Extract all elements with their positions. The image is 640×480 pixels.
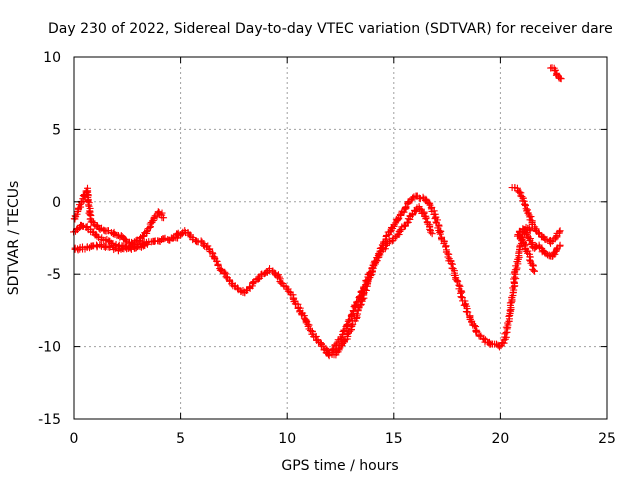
data-point [436,230,444,238]
data-point [217,265,225,273]
y-tick-label: -15 [38,412,61,428]
data-point [198,238,206,246]
data-point [243,286,251,294]
data-point [339,328,347,336]
data-point [557,75,565,83]
data-point [400,208,408,216]
y-axis-label: SDTVAR / TECUs [6,181,22,296]
data-point [480,334,488,342]
data-point [88,217,96,225]
data-point [556,241,564,249]
data-point [348,310,356,318]
data-point [427,228,435,236]
tick-labels: 0 5 10 15 20 25 -15 -10 -5 0 5 10 [38,50,616,447]
y-tick-label: 5 [52,122,61,138]
data-point [349,307,357,315]
data-point [329,345,337,353]
data-point [122,236,130,244]
data-point [402,203,410,211]
x-tick-label: 25 [598,431,616,447]
data-point [138,232,146,240]
data-point [461,301,469,309]
data-point [496,343,504,351]
data-point [447,259,455,267]
data-point [275,273,283,281]
data-point [428,230,436,238]
plot-frame [73,56,608,420]
data-point [143,228,151,236]
x-tick-label: 20 [491,431,509,447]
data-point [353,298,361,306]
data-point [444,253,452,261]
data-point [86,215,94,223]
data-point [216,266,224,274]
data-point [555,228,563,236]
data-point [352,302,360,310]
data-point [551,66,559,74]
data-point [93,232,101,240]
data-point [535,229,543,237]
data-point [425,200,433,208]
data-point [506,299,514,307]
data-point [524,209,532,217]
data-point [178,230,186,238]
data-point [530,267,538,275]
data-point [373,257,381,265]
data-point [212,257,220,265]
data-point [519,225,527,233]
y-tick-label: 10 [43,50,61,66]
data-point [527,213,535,221]
data-point [396,211,404,219]
data-point [329,346,337,354]
data-point [344,317,352,325]
x-tick-label: 10 [278,431,296,447]
data-point [390,221,398,229]
data-point [518,193,526,201]
data-point [160,214,168,222]
y-tick-label: -5 [47,267,61,283]
y-tick-label: -10 [38,340,61,356]
data-points [70,64,565,360]
data-point [473,327,481,335]
data-point [356,293,364,301]
data-point [343,321,351,329]
data-point [160,235,168,243]
data-point [470,322,478,330]
data-point [457,293,465,301]
data-point [222,273,230,281]
data-point [464,308,472,316]
x-tick-label: 15 [385,431,403,447]
data-point [234,284,242,292]
data-point [454,278,462,286]
data-point [422,215,430,223]
data-point [96,241,104,249]
data-point [512,275,520,283]
data-point [519,197,527,205]
data-point [221,268,229,276]
data-point [531,267,539,275]
data-point [343,320,351,328]
data-point [96,225,104,233]
x-tick-label: 0 [70,431,79,447]
data-point [376,251,384,259]
data-point [401,222,409,230]
y-tick-label: 0 [52,195,61,211]
data-point [525,256,533,264]
x-tick-label: 5 [176,431,185,447]
axis-ticks [73,56,608,420]
x-axis-label: GPS time / hours [281,458,398,474]
data-point [412,208,420,216]
data-point [436,229,444,237]
data-point [522,202,530,210]
data-point [257,271,265,279]
data-point [442,243,450,251]
data-point [205,246,213,254]
chart-title: Day 230 of 2022, Sidereal Day-to-day VTE… [48,21,613,37]
data-point [556,227,564,235]
